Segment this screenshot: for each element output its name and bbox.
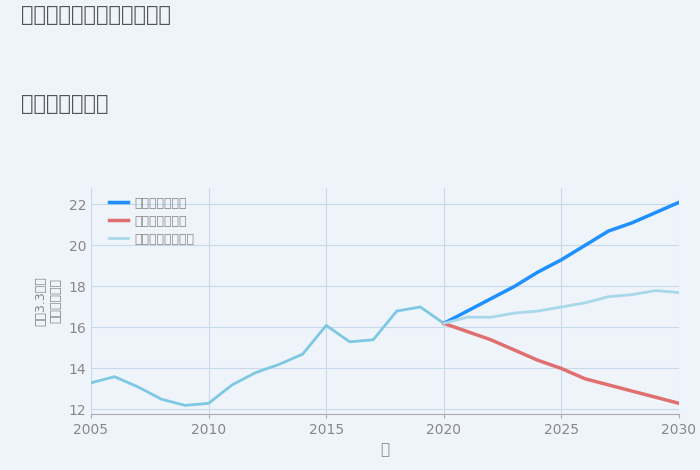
Y-axis label: 坪（3.3㎡）
単価（万円）: 坪（3.3㎡） 単価（万円） <box>35 276 63 326</box>
X-axis label: 年: 年 <box>380 442 390 457</box>
Text: 三重県津市久居西鷹跡町の: 三重県津市久居西鷹跡町の <box>21 5 171 25</box>
Legend: グッドシナリオ, バッドシナリオ, ノーマルシナリオ: グッドシナリオ, バッドシナリオ, ノーマルシナリオ <box>109 196 194 245</box>
Text: 土地の価格推移: 土地の価格推移 <box>21 94 108 114</box>
